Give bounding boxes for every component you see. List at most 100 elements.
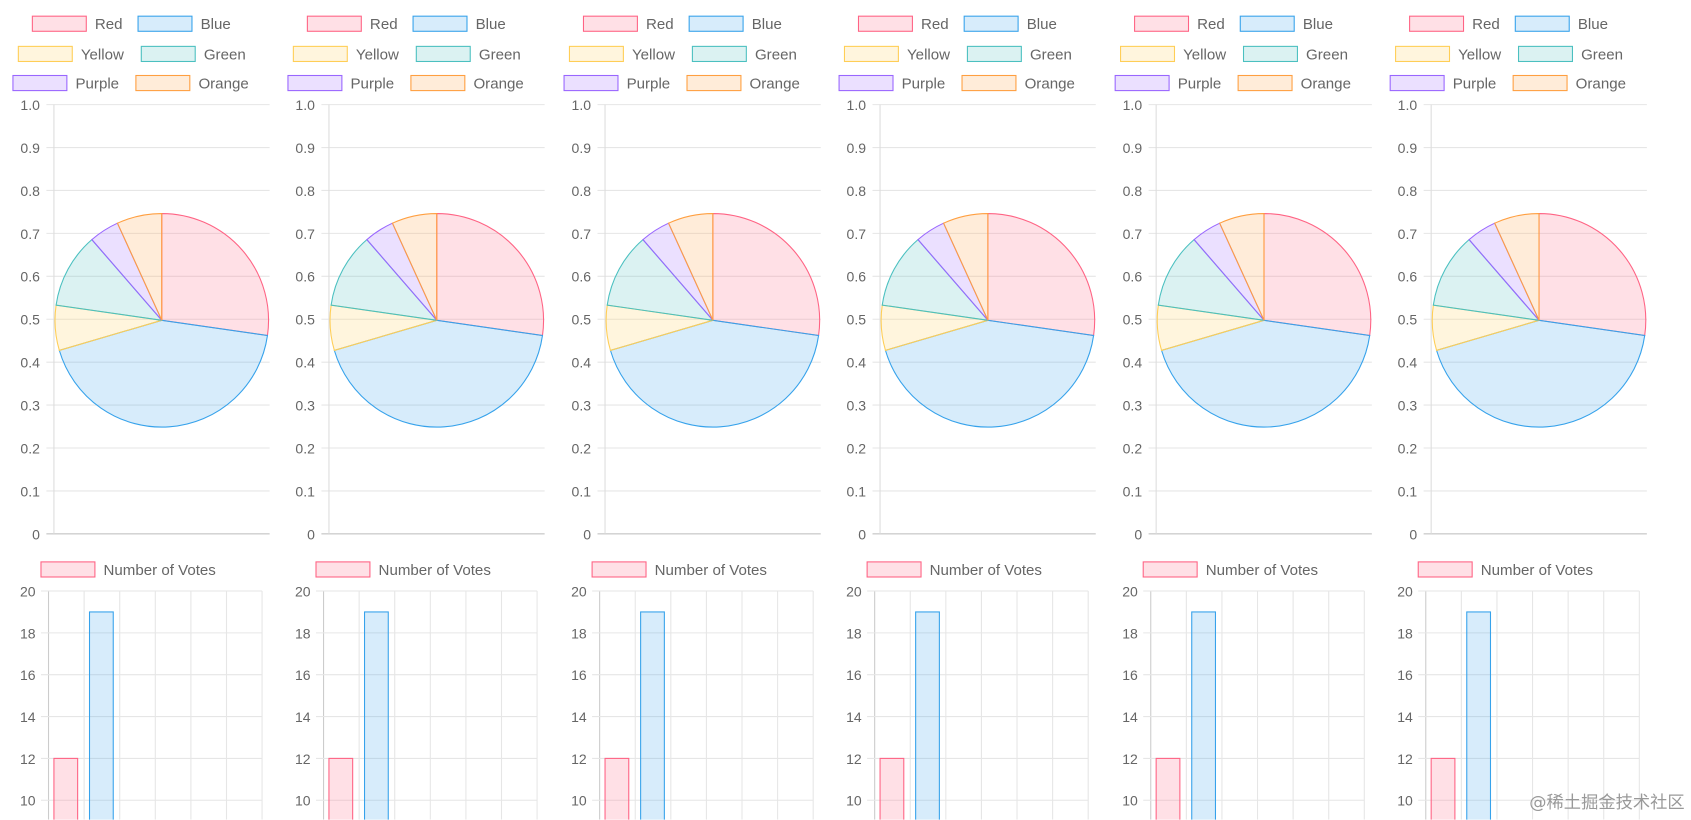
legend-swatch-red[interactable] xyxy=(31,15,87,32)
legend-swatch-green[interactable] xyxy=(140,45,196,63)
legend-label-purple[interactable]: Purple xyxy=(75,75,119,92)
legend-label-green[interactable]: Green xyxy=(204,46,246,63)
legend-label-orange[interactable]: Orange xyxy=(749,75,799,92)
legend-swatch-blue[interactable] xyxy=(1514,15,1570,32)
legend-swatch-blue[interactable] xyxy=(412,15,468,32)
pie-slice-red[interactable] xyxy=(712,213,820,337)
bar-1[interactable] xyxy=(915,611,941,820)
legend-label-red[interactable]: Red xyxy=(95,16,123,33)
legend-label-red[interactable]: Red xyxy=(921,16,949,33)
legend-swatch-votes[interactable] xyxy=(1417,561,1473,578)
bar-0[interactable] xyxy=(1155,757,1180,820)
legend-swatch-blue[interactable] xyxy=(137,15,193,32)
legend-swatch-votes[interactable] xyxy=(315,561,371,578)
legend-label-blue[interactable]: Blue xyxy=(1578,16,1608,33)
legend-swatch-orange[interactable] xyxy=(961,74,1017,92)
pie-slice-red[interactable] xyxy=(987,213,1096,337)
pie-slice-green[interactable] xyxy=(330,238,439,322)
legend-swatch-orange[interactable] xyxy=(410,74,466,92)
bar-0[interactable] xyxy=(879,757,905,820)
legend-swatch-purple[interactable] xyxy=(12,74,68,92)
legend-label-votes[interactable]: Number of Votes xyxy=(1205,562,1317,579)
legend-label-blue[interactable]: Blue xyxy=(201,16,231,33)
legend-label-red[interactable]: Red xyxy=(1472,16,1500,33)
legend-swatch-red[interactable] xyxy=(1133,15,1189,32)
legend-swatch-votes[interactable] xyxy=(1142,561,1198,578)
pie-slice-orange[interactable] xyxy=(1493,213,1540,321)
bar-1[interactable] xyxy=(1190,611,1216,820)
pie-slice-green[interactable] xyxy=(606,238,715,322)
legend-swatch-yellow[interactable] xyxy=(17,45,73,63)
legend-swatch-purple[interactable] xyxy=(1389,74,1445,92)
legend-label-green[interactable]: Green xyxy=(1306,46,1348,63)
pie-slice-red[interactable] xyxy=(1263,213,1371,337)
legend-label-red[interactable]: Red xyxy=(646,16,674,33)
legend-swatch-yellow[interactable] xyxy=(1395,45,1451,63)
legend-label-red[interactable]: Red xyxy=(370,16,398,33)
legend-label-yellow[interactable]: Yellow xyxy=(907,46,950,63)
legend-swatch-yellow[interactable] xyxy=(1119,45,1175,63)
pie-slice-blue[interactable] xyxy=(884,319,1095,428)
legend-label-green[interactable]: Green xyxy=(1030,46,1072,63)
legend-swatch-purple[interactable] xyxy=(563,74,619,92)
legend-swatch-green[interactable] xyxy=(691,45,747,63)
legend-swatch-orange[interactable] xyxy=(1512,74,1568,92)
pie-slice-blue[interactable] xyxy=(1160,319,1370,428)
legend-label-yellow[interactable]: Yellow xyxy=(1183,46,1226,63)
bar-0[interactable] xyxy=(604,757,630,820)
legend-label-green[interactable]: Green xyxy=(755,46,797,63)
legend-label-purple[interactable]: Purple xyxy=(1177,75,1221,92)
bar-1[interactable] xyxy=(1466,611,1492,820)
legend-label-purple[interactable]: Purple xyxy=(351,75,395,92)
legend-label-purple[interactable]: Purple xyxy=(1453,75,1497,92)
legend-label-yellow[interactable]: Yellow xyxy=(356,46,399,63)
legend-swatch-blue[interactable] xyxy=(688,15,744,32)
pie-slice-blue[interactable] xyxy=(58,319,269,428)
legend-label-red[interactable]: Red xyxy=(1197,16,1225,33)
legend-swatch-purple[interactable] xyxy=(1114,74,1170,92)
pie-slice-red[interactable] xyxy=(436,213,545,337)
legend-swatch-blue[interactable] xyxy=(963,15,1019,32)
legend-label-votes[interactable]: Number of Votes xyxy=(654,562,766,579)
legend-swatch-votes[interactable] xyxy=(591,561,647,578)
legend-label-votes[interactable]: Number of Votes xyxy=(104,562,216,579)
bar-0[interactable] xyxy=(328,757,354,820)
legend-swatch-red[interactable] xyxy=(858,15,914,32)
legend-label-votes[interactable]: Number of Votes xyxy=(379,562,491,579)
legend-swatch-orange[interactable] xyxy=(135,74,191,92)
bar-0[interactable] xyxy=(1430,757,1456,820)
legend-label-blue[interactable]: Blue xyxy=(1302,16,1332,33)
legend-swatch-red[interactable] xyxy=(582,15,638,32)
legend-swatch-votes[interactable] xyxy=(866,561,922,578)
legend-label-orange[interactable]: Orange xyxy=(1025,75,1075,92)
bar-1[interactable] xyxy=(88,611,114,820)
legend-swatch-green[interactable] xyxy=(416,45,472,63)
legend-swatch-orange[interactable] xyxy=(1237,74,1293,92)
pie-slice-blue[interactable] xyxy=(1435,319,1646,428)
pie-slice-red[interactable] xyxy=(161,213,270,337)
legend-label-orange[interactable]: Orange xyxy=(474,75,524,92)
pie-slice-green[interactable] xyxy=(1157,238,1265,322)
legend-label-purple[interactable]: Purple xyxy=(902,75,946,92)
legend-label-purple[interactable]: Purple xyxy=(626,75,670,92)
bar-1[interactable] xyxy=(364,611,390,820)
legend-swatch-orange[interactable] xyxy=(686,74,742,92)
legend-swatch-yellow[interactable] xyxy=(293,45,349,63)
legend-label-yellow[interactable]: Yellow xyxy=(1458,46,1501,63)
legend-label-orange[interactable]: Orange xyxy=(198,75,248,92)
legend-swatch-purple[interactable] xyxy=(838,74,894,92)
legend-label-yellow[interactable]: Yellow xyxy=(632,46,675,63)
pie-slice-blue[interactable] xyxy=(334,319,544,428)
pie-slice-orange[interactable] xyxy=(667,213,714,321)
pie-slice-orange[interactable] xyxy=(116,213,163,321)
legend-label-votes[interactable]: Number of Votes xyxy=(1481,562,1593,579)
pie-slice-orange[interactable] xyxy=(392,213,438,321)
bar-0[interactable] xyxy=(53,757,79,820)
legend-swatch-green[interactable] xyxy=(1242,45,1298,63)
legend-label-green[interactable]: Green xyxy=(479,46,521,63)
legend-label-green[interactable]: Green xyxy=(1581,46,1623,63)
legend-label-blue[interactable]: Blue xyxy=(1027,16,1057,33)
pie-slice-green[interactable] xyxy=(55,238,164,322)
pie-slice-red[interactable] xyxy=(1538,213,1647,337)
pie-slice-orange[interactable] xyxy=(943,213,989,321)
